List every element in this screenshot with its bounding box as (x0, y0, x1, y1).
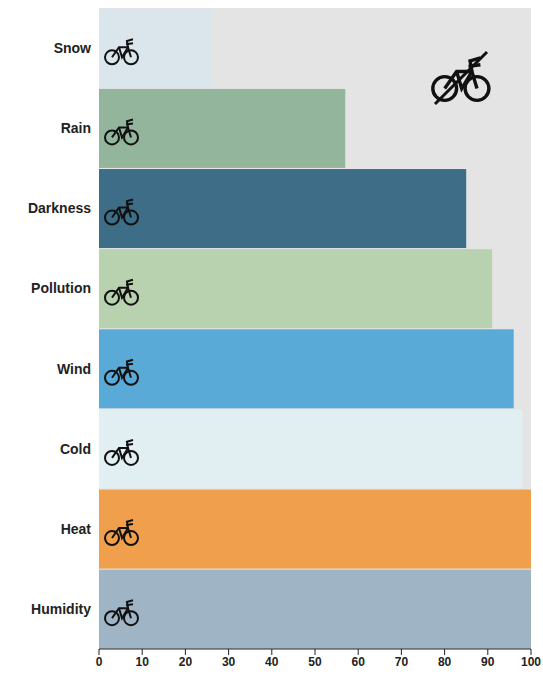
svg-text:Wind: Wind (57, 361, 91, 377)
svg-text:20: 20 (179, 655, 193, 669)
svg-text:Snow: Snow (54, 40, 91, 56)
svg-text:30: 30 (222, 655, 236, 669)
svg-text:Pollution: Pollution (31, 280, 91, 296)
svg-text:60: 60 (352, 655, 366, 669)
svg-text:Humidity: Humidity (31, 601, 91, 617)
svg-text:50: 50 (308, 655, 322, 669)
svg-text:40: 40 (265, 655, 279, 669)
svg-text:Rain: Rain (61, 120, 91, 136)
svg-text:100: 100 (521, 655, 541, 669)
svg-text:Cold: Cold (60, 441, 91, 457)
svg-text:Heat: Heat (61, 521, 92, 537)
svg-text:90: 90 (481, 655, 495, 669)
svg-text:0: 0 (96, 655, 103, 669)
svg-text:80: 80 (438, 655, 452, 669)
svg-text:Darkness: Darkness (28, 200, 91, 216)
svg-text:70: 70 (395, 655, 409, 669)
svg-text:10: 10 (136, 655, 150, 669)
